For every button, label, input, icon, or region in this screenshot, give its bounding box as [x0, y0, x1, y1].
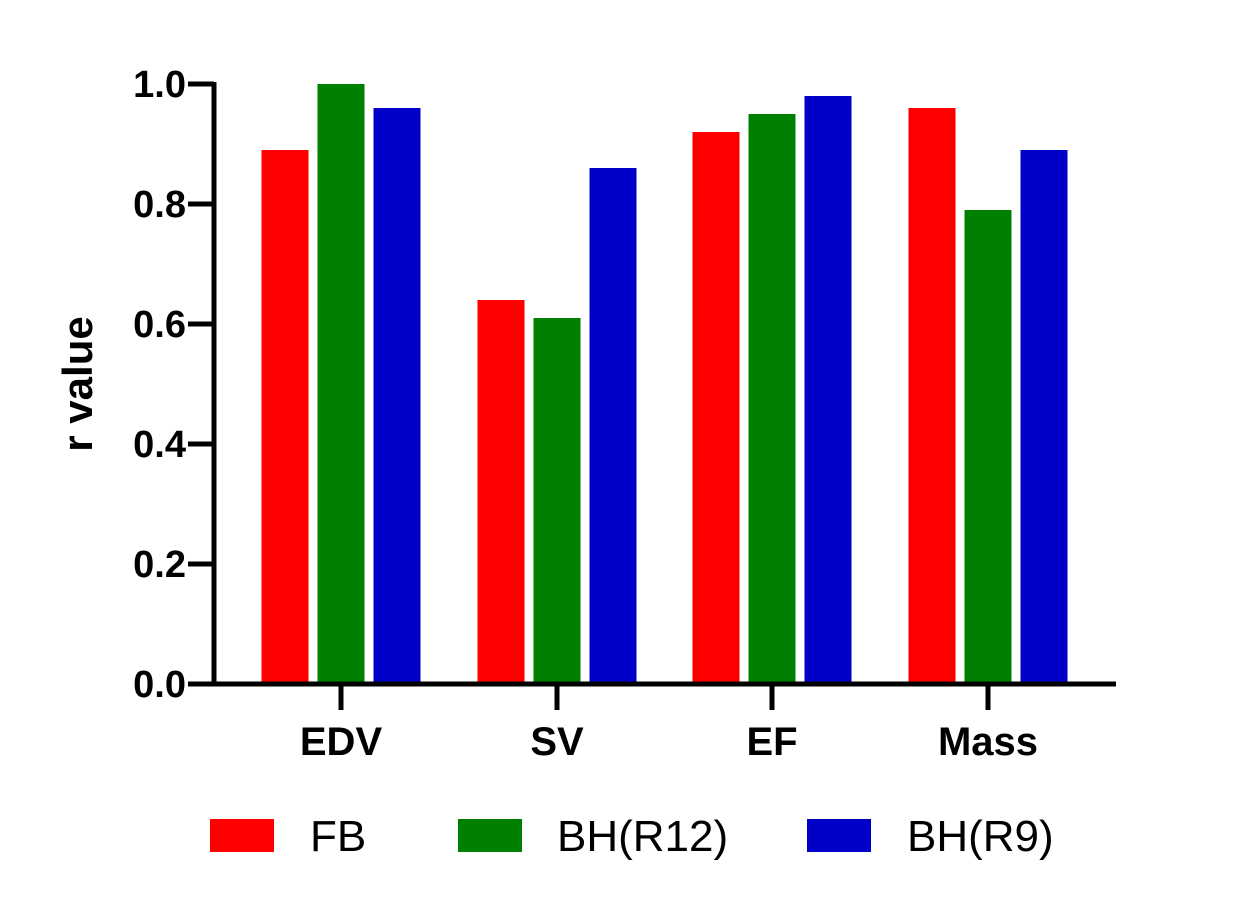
- bar: [908, 108, 956, 684]
- y-tick-label: 0.8: [133, 184, 186, 226]
- y-tick-label: 0.6: [133, 304, 186, 346]
- bar: [477, 300, 525, 684]
- legend-label: BH(R12): [557, 812, 728, 861]
- y-tick-label: 0.0: [133, 664, 186, 706]
- bar: [692, 132, 740, 684]
- y-tick-label: 0.2: [133, 544, 186, 586]
- legend-label: BH(R9): [907, 812, 1054, 861]
- y-tick-label: 1.0: [133, 64, 186, 106]
- legend: FB BH(R12) BH(R9): [210, 812, 1054, 861]
- bars: [261, 84, 1068, 684]
- bar: [1020, 150, 1068, 684]
- bar: [317, 84, 365, 684]
- legend-swatch: [807, 819, 871, 852]
- bar: [533, 318, 581, 684]
- bar: [373, 108, 421, 684]
- y-tick-label: 0.4: [133, 424, 186, 466]
- legend-swatch: [210, 819, 274, 852]
- x-tick-label: Mass: [938, 720, 1038, 764]
- legend-swatch: [458, 819, 522, 852]
- bar: [261, 150, 309, 684]
- x-tick-label: EDV: [300, 720, 383, 764]
- x-axis: EDV SV EF Mass: [188, 681, 1116, 764]
- bar: [804, 96, 852, 684]
- bar: [964, 210, 1012, 684]
- y-axis-title: r value: [54, 316, 101, 451]
- legend-label: FB: [310, 812, 366, 861]
- bar: [748, 114, 796, 684]
- y-axis: 0.0 0.2 0.4 0.6 0.8 1.0: [133, 64, 217, 706]
- x-tick-label: SV: [530, 720, 584, 764]
- bar: [589, 168, 637, 684]
- x-tick-label: EF: [746, 720, 797, 764]
